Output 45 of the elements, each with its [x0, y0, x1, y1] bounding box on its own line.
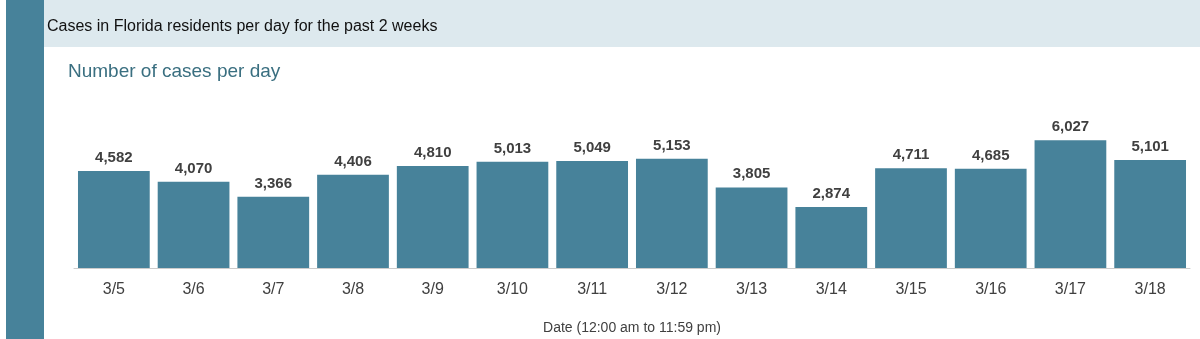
data-label: 3,805 [732, 164, 771, 182]
x-tick-label: 3/18 [1134, 279, 1166, 297]
bar [1034, 140, 1107, 268]
data-label: 4,070 [174, 158, 213, 176]
x-tick-label: 3/9 [421, 279, 444, 297]
bar [157, 181, 230, 268]
data-label: 4,810 [413, 143, 452, 161]
bar [77, 170, 150, 268]
data-label: 6,027 [1051, 117, 1090, 135]
x-tick-label: 3/10 [496, 279, 529, 297]
chart-subtitle: Number of cases per day [68, 60, 281, 82]
bar [317, 174, 389, 268]
chart-title: Cases in Florida residents per day for the past 2 weeks [47, 17, 438, 35]
x-tick-label: 3/7 [262, 279, 285, 297]
data-label: 4,582 [95, 147, 133, 165]
data-label: 4,406 [334, 151, 372, 169]
data-label: 5,153 [653, 135, 691, 153]
bar [635, 158, 708, 268]
bar [795, 207, 868, 268]
bar [556, 161, 629, 268]
data-label: 3,366 [254, 173, 293, 191]
data-label: 5,101 [1131, 136, 1169, 154]
data-label: 5,049 [573, 138, 611, 156]
x-tick-label: 3/8 [341, 279, 365, 297]
data-label: 4,685 [971, 145, 1010, 163]
x-tick-label: 3/11 [577, 279, 608, 297]
bar [875, 168, 947, 268]
x-axis-title: Date (12:00 am to 11:59 pm) [543, 319, 721, 335]
x-tick-label: 3/13 [736, 279, 768, 297]
x-tick-label: 3/14 [815, 279, 847, 297]
bar [1114, 159, 1187, 268]
x-tick-label: 3/5 [102, 279, 126, 297]
x-tick-label: 3/16 [975, 279, 1007, 297]
bar [954, 168, 1027, 268]
data-label: 4,711 [892, 145, 930, 163]
x-tick-label: 3/12 [656, 279, 688, 297]
data-label: 2,874 [812, 184, 851, 202]
bar [476, 161, 549, 268]
bar [237, 196, 310, 268]
x-tick-label: 3/6 [182, 279, 205, 297]
x-tick-label: 3/15 [895, 279, 927, 297]
bar [396, 166, 469, 268]
x-tick-label: 3/17 [1054, 279, 1087, 297]
data-label: 5,013 [493, 138, 532, 156]
bar [715, 187, 788, 268]
